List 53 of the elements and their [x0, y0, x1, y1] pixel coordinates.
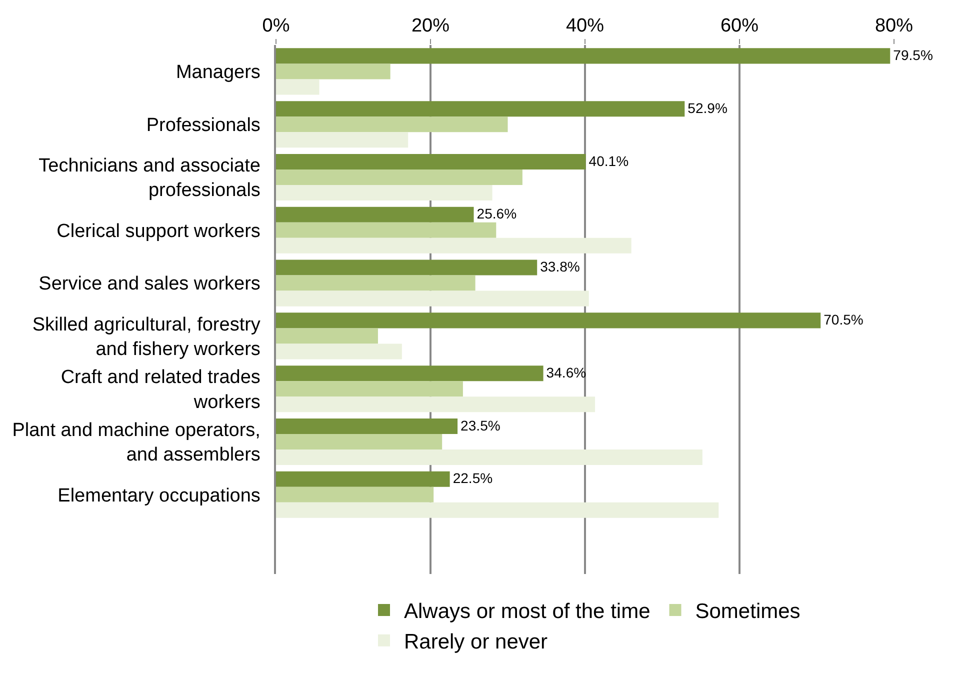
bar	[276, 381, 463, 397]
bar	[276, 290, 589, 306]
bar	[276, 154, 586, 170]
bar	[276, 434, 442, 450]
data-label: 70.5%	[824, 311, 864, 328]
y-tick-label: Elementary occupations	[58, 485, 260, 506]
bar	[276, 132, 408, 148]
data-label: 40.1%	[588, 152, 629, 169]
legend-label: Always or most of the time	[404, 600, 650, 624]
data-label: 33.8%	[540, 258, 580, 275]
data-label: 52.9%	[688, 100, 728, 116]
bar	[276, 312, 821, 328]
bar	[276, 169, 522, 186]
bar	[276, 328, 378, 344]
bar	[276, 101, 685, 117]
x-tick-label: 80%	[874, 15, 914, 36]
y-tick-label: Managers	[176, 62, 260, 84]
bar	[276, 260, 538, 276]
data-label: 22.5%	[452, 470, 493, 486]
bar	[276, 185, 492, 201]
x-tick-label: 0%	[262, 15, 290, 36]
bar	[276, 486, 434, 502]
bar	[276, 64, 390, 80]
bar	[276, 396, 596, 412]
bar	[276, 48, 890, 64]
data-label: 34.6%	[546, 364, 586, 380]
bar	[276, 502, 719, 518]
bar	[276, 222, 496, 238]
y-tick-label: Professionals	[146, 115, 260, 136]
bar	[276, 344, 402, 360]
bar	[276, 366, 544, 382]
legend-label: Sometimes	[695, 600, 800, 624]
x-tick-label: 40%	[566, 15, 604, 36]
bar	[276, 206, 474, 222]
bar	[276, 418, 458, 434]
bar	[276, 471, 450, 487]
y-tick-label: Service and sales workers	[38, 274, 260, 295]
y-tick-label: Craft and related trades workers	[60, 367, 260, 413]
bar	[276, 450, 702, 466]
y-tick-label: Clerical support workers	[56, 220, 260, 242]
data-label: 23.5%	[460, 417, 500, 434]
y-tick-label: Plant and machine operators, and assemblers	[12, 420, 260, 466]
data-label: 79.5%	[893, 46, 933, 63]
bar	[276, 275, 476, 291]
bar	[276, 79, 320, 95]
y-tick-label: Skilled agricultural, forestry and fishery workers	[32, 314, 261, 360]
bar	[276, 116, 508, 132]
legend-label: Rarely or never	[404, 630, 548, 654]
x-tick-label: 20%	[411, 15, 450, 36]
x-tick-label: 60%	[720, 15, 759, 36]
bar	[276, 238, 632, 254]
data-label: 25.6%	[476, 206, 517, 222]
y-tick-label: Technicians and associate professionals	[38, 156, 260, 202]
